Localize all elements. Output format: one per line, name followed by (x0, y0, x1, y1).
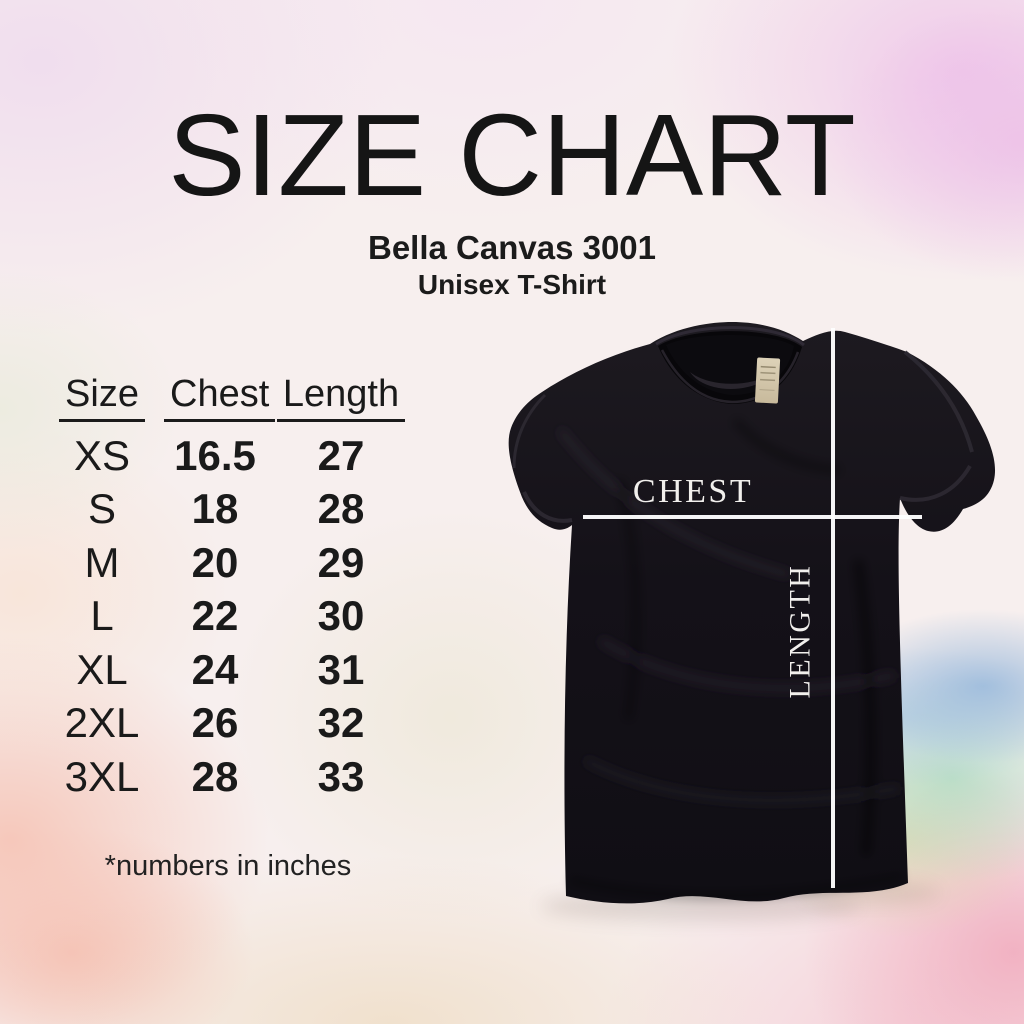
chest-cell: 16.5 (174, 431, 256, 479)
table-row: 3XL 28 33 (40, 750, 416, 804)
length-cell: 32 (317, 699, 365, 747)
size-cell: S (87, 485, 116, 533)
chest-cell: 18 (191, 485, 239, 533)
size-cell: 2XL (64, 699, 140, 747)
brand-tag (754, 357, 781, 404)
table-row: 2XL 26 32 (40, 697, 416, 751)
length-cell: 29 (317, 538, 365, 586)
sleeve-cuffs (512, 350, 974, 523)
product-type: Unisex T-Shirt (417, 269, 607, 300)
length-cell: 31 (317, 645, 365, 693)
table-row: S 18 28 (40, 483, 416, 537)
chest-label: CHEST (633, 473, 753, 510)
length-cell: 33 (317, 752, 365, 800)
col-header-chest: Chest (164, 372, 276, 422)
chest-cell: 20 (191, 538, 239, 586)
table-header-row: Size Chest Length (40, 372, 416, 422)
length-cell: 28 (317, 485, 365, 533)
table-row: XS 16.5 27 (40, 429, 416, 483)
page-title: SIZE CHART (168, 90, 856, 220)
col-header-length: Length (266, 372, 416, 422)
col-header-length-label: Length (276, 372, 406, 422)
table-body: XS 16.5 27 S 18 28 M 20 29 L 22 30 XL 24 (40, 429, 416, 804)
units-footnote: *numbers in inches (104, 850, 352, 882)
length-label: LENGTH (784, 564, 817, 699)
length-cell: 30 (317, 592, 365, 640)
chest-cell: 28 (191, 752, 239, 800)
table-row: M 20 29 (40, 536, 416, 590)
size-cell: XS (73, 431, 131, 479)
table-row: L 22 30 (40, 590, 416, 644)
size-table: Size Chest Length XS 16.5 27 S 18 28 M 2… (40, 372, 416, 804)
product-name: Bella Canvas 3001 (367, 229, 657, 266)
length-cell: 27 (317, 431, 365, 479)
chest-cell: 24 (191, 645, 239, 693)
tshirt-photo (508, 322, 996, 904)
chest-cell: 26 (191, 699, 239, 747)
col-header-size-label: Size (59, 372, 145, 422)
size-cell: XL (76, 645, 128, 693)
col-header-size: Size (40, 372, 164, 422)
size-cell: L (90, 592, 114, 640)
measurement-lines (583, 328, 922, 888)
chest-cell: 22 (191, 592, 239, 640)
col-header-chest-label: Chest (164, 372, 276, 422)
size-cell: 3XL (64, 752, 140, 800)
size-cell: M (84, 538, 120, 586)
table-row: XL 24 31 (40, 643, 416, 697)
